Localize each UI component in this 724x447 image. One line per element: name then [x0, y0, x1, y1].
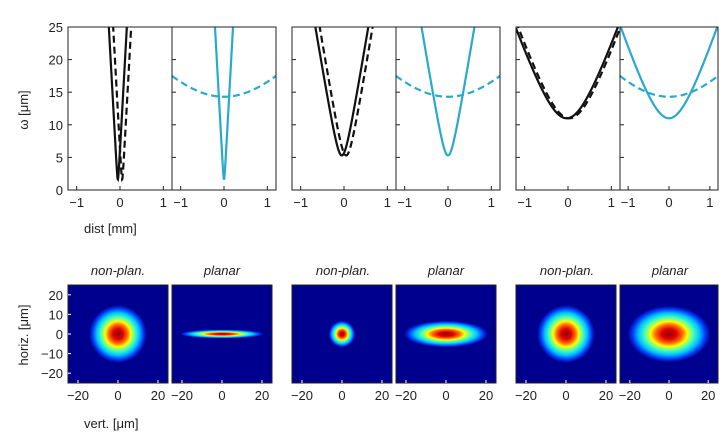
x-tick-label: −20 — [515, 388, 537, 403]
x-tick-label: 20 — [255, 388, 269, 403]
beam-spot-3 — [328, 320, 356, 348]
beam-spot-4 — [404, 320, 488, 348]
y-tick-label: 25 — [49, 20, 63, 35]
x-tick-label: 0 — [116, 195, 123, 210]
panel-title-2: planar — [203, 263, 241, 278]
beam-spot-2 — [180, 329, 264, 339]
panel-title-4: planar — [427, 263, 465, 278]
x-tick-label: −1 — [69, 195, 84, 210]
x-tick-label: −1 — [517, 195, 532, 210]
x-tick-label: −20 — [619, 388, 641, 403]
x-tick-label: 0 — [220, 195, 227, 210]
x-tick-label: 0 — [562, 388, 569, 403]
x-tick-label: −1 — [173, 195, 188, 210]
series-line-6-1 — [620, 27, 718, 120]
panel-title-6: planar — [651, 263, 689, 278]
panel-title-1: non-plan. — [91, 263, 145, 278]
x-tick-label: 0 — [114, 388, 121, 403]
x-tick-label: 20 — [375, 388, 389, 403]
bottom-xlabel: vert. [μm] — [84, 416, 138, 431]
x-tick-label: −1 — [397, 195, 412, 210]
x-tick-label: 1 — [488, 195, 495, 210]
x-tick-label: 0 — [665, 195, 672, 210]
x-tick-label: 1 — [160, 195, 167, 210]
y-tick-label: 10 — [49, 118, 63, 133]
series-line-1-2 — [112, 27, 133, 183]
series-line-2-1 — [213, 27, 235, 180]
x-tick-label: 0 — [665, 388, 672, 403]
x-tick-label: −20 — [395, 388, 417, 403]
beam-spot-1 — [89, 305, 147, 363]
series-line-3-1 — [314, 27, 370, 157]
series-line-5-1 — [516, 27, 620, 120]
y-tick-label: 10 — [49, 307, 63, 322]
x-tick-label: 20 — [151, 388, 165, 403]
x-tick-label: 0 — [218, 388, 225, 403]
beam-spot-5 — [537, 305, 595, 363]
x-tick-label: −1 — [293, 195, 308, 210]
x-tick-label: −20 — [171, 388, 193, 403]
panel-title-3: non-plan. — [316, 263, 370, 278]
y-tick-label: 0 — [56, 183, 63, 198]
panel-frame-top-6 — [619, 26, 719, 191]
top-ylabel: ω [μm] — [16, 90, 31, 129]
series-line-2-2 — [172, 75, 276, 98]
x-tick-label: −20 — [291, 388, 313, 403]
panel-frame-top-5 — [515, 26, 621, 191]
y-tick-label: 20 — [49, 288, 63, 303]
x-tick-label: −20 — [67, 388, 89, 403]
x-tick-label: 20 — [479, 388, 493, 403]
x-tick-label: 1 — [608, 195, 615, 210]
y-tick-label: 0 — [56, 327, 63, 342]
x-tick-label: 1 — [264, 195, 271, 210]
x-tick-label: 0 — [564, 195, 571, 210]
x-tick-label: 0 — [338, 388, 345, 403]
top-xlabel: dist [mm] — [84, 221, 137, 236]
series-line-4-1 — [420, 27, 476, 157]
y-tick-label: 5 — [56, 150, 63, 165]
x-tick-label: 20 — [599, 388, 613, 403]
series-line-4-2 — [396, 75, 500, 98]
y-tick-label: −10 — [41, 347, 63, 362]
x-tick-label: −1 — [621, 195, 636, 210]
panel-frame-top-3 — [291, 26, 397, 191]
y-tick-label: −20 — [41, 366, 63, 381]
beam-spot-6 — [628, 305, 710, 363]
bottom-ylabel: horiz. [μm] — [16, 305, 31, 366]
x-tick-label: 0 — [340, 195, 347, 210]
y-tick-label: 15 — [49, 85, 63, 100]
x-tick-label: 1 — [706, 195, 713, 210]
y-tick-label: 20 — [49, 53, 63, 68]
x-tick-label: 1 — [384, 195, 391, 210]
panel-title-5: non-plan. — [540, 263, 594, 278]
panel-frame-top-4 — [395, 26, 501, 191]
series-line-5-2 — [516, 27, 620, 120]
series-line-3-2 — [318, 27, 374, 157]
x-tick-label: 0 — [442, 388, 449, 403]
panel-frame-top-2 — [171, 26, 277, 191]
x-tick-label: 20 — [701, 388, 715, 403]
x-tick-label: 0 — [444, 195, 451, 210]
series-line-6-2 — [620, 75, 718, 98]
